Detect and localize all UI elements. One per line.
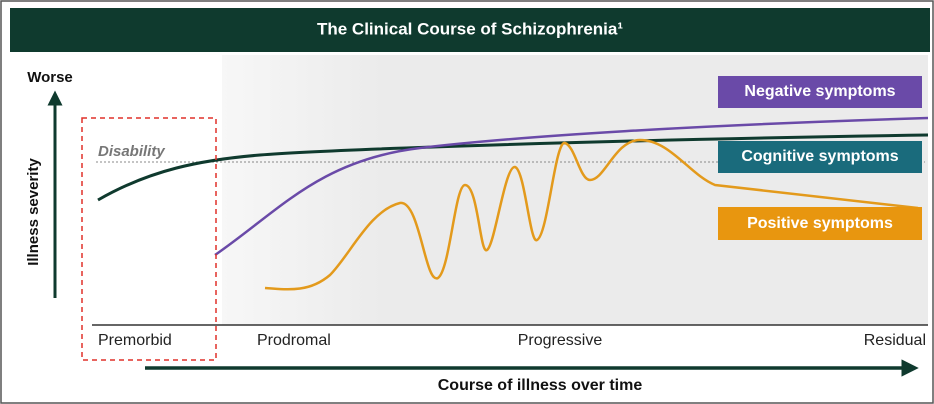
negative-box: [718, 76, 922, 108]
positive-label: Positive symptoms: [747, 215, 893, 232]
cognitive-curve: [97, 133, 929, 202]
cognitive-box: [718, 141, 922, 173]
negative-label: Negative symptoms: [744, 83, 895, 100]
y-top-label: Worse: [27, 69, 73, 86]
phase-label: Progressive: [518, 332, 603, 349]
disability-label: Disability: [98, 143, 165, 160]
positive-box: [718, 207, 922, 240]
phase-label: Residual: [864, 332, 926, 349]
phase-label: Premorbid: [98, 332, 172, 349]
title: The Clinical Course of Schizophrenia¹: [317, 19, 623, 38]
y-axis-label: Illness severity: [25, 158, 42, 266]
x-axis-label: Course of illness over time: [438, 377, 643, 394]
cognitive-label: Cognitive symptoms: [741, 148, 898, 165]
premorbid-highlight: [81, 117, 217, 361]
negative-curve: [214, 116, 929, 257]
phase-label: Prodromal: [257, 332, 331, 349]
title-bar: [10, 8, 930, 52]
positive-curve: [264, 138, 919, 291]
